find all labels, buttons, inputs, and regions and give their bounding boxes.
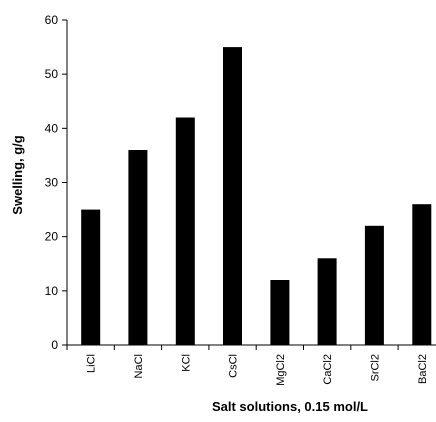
x-axis-title: Salt solutions, 0.15 mol/L: [212, 399, 368, 414]
x-category-label-2: KCl: [180, 354, 192, 372]
labels-layer: 0 10 20 30 40 50 60 LiCl NaCl KCl CsCl MgCl2 CaCl2 Sr…: [45, 13, 429, 386]
x-category-label-4: MgCl2: [275, 354, 287, 386]
bar-5: [317, 258, 337, 345]
bar-2: [175, 117, 195, 345]
bar-4: [270, 280, 290, 345]
x-category-label-7: BaCl2: [417, 354, 429, 384]
bar-1: [128, 150, 148, 345]
bar-7: [412, 204, 432, 345]
y-axis-title: Swelling, g/g: [10, 135, 25, 215]
y-tick-label-40: 40: [45, 121, 59, 135]
bars-layer: [81, 47, 432, 345]
x-category-label-1: NaCl: [133, 354, 145, 378]
y-tick-label-30: 30: [45, 176, 59, 190]
bar-6: [364, 225, 384, 345]
y-tick-label-50: 50: [45, 67, 59, 81]
axes-layer: [62, 19, 436, 350]
bar-3: [223, 47, 242, 345]
x-category-label-6: SrCl2: [369, 354, 381, 382]
x-category-label-5: CaCl2: [322, 354, 334, 385]
x-category-label-0: LiCl: [86, 354, 98, 373]
y-tick-label-20: 20: [45, 230, 59, 244]
bar-0: [81, 209, 101, 345]
y-tick-label-10: 10: [45, 284, 59, 298]
x-category-label-3: CsCl: [228, 354, 240, 378]
y-tick-label-0: 0: [51, 338, 58, 352]
y-tick-label-60: 60: [45, 13, 59, 27]
